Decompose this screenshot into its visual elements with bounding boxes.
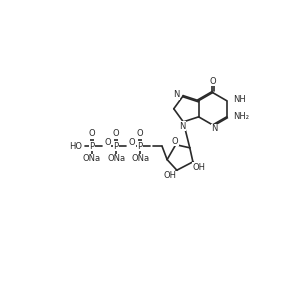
Text: O: O <box>128 139 135 148</box>
Text: N: N <box>173 90 179 99</box>
Text: OH: OH <box>193 163 206 172</box>
Text: O: O <box>172 137 178 146</box>
Text: ONa: ONa <box>131 154 149 163</box>
Text: O: O <box>209 77 216 86</box>
Text: NH: NH <box>234 95 246 104</box>
Text: N: N <box>179 122 185 130</box>
Text: O: O <box>113 130 119 139</box>
Text: O: O <box>137 130 143 139</box>
Text: P: P <box>137 142 143 151</box>
Text: ONa: ONa <box>83 154 101 163</box>
Text: O: O <box>89 130 95 139</box>
Text: P: P <box>89 142 94 151</box>
Text: N: N <box>211 124 218 133</box>
Text: OH: OH <box>164 171 177 180</box>
Text: O: O <box>104 139 111 148</box>
Text: ONa: ONa <box>107 154 125 163</box>
Text: NH₂: NH₂ <box>234 112 250 121</box>
Text: P: P <box>113 142 119 151</box>
Text: HO: HO <box>69 142 82 151</box>
